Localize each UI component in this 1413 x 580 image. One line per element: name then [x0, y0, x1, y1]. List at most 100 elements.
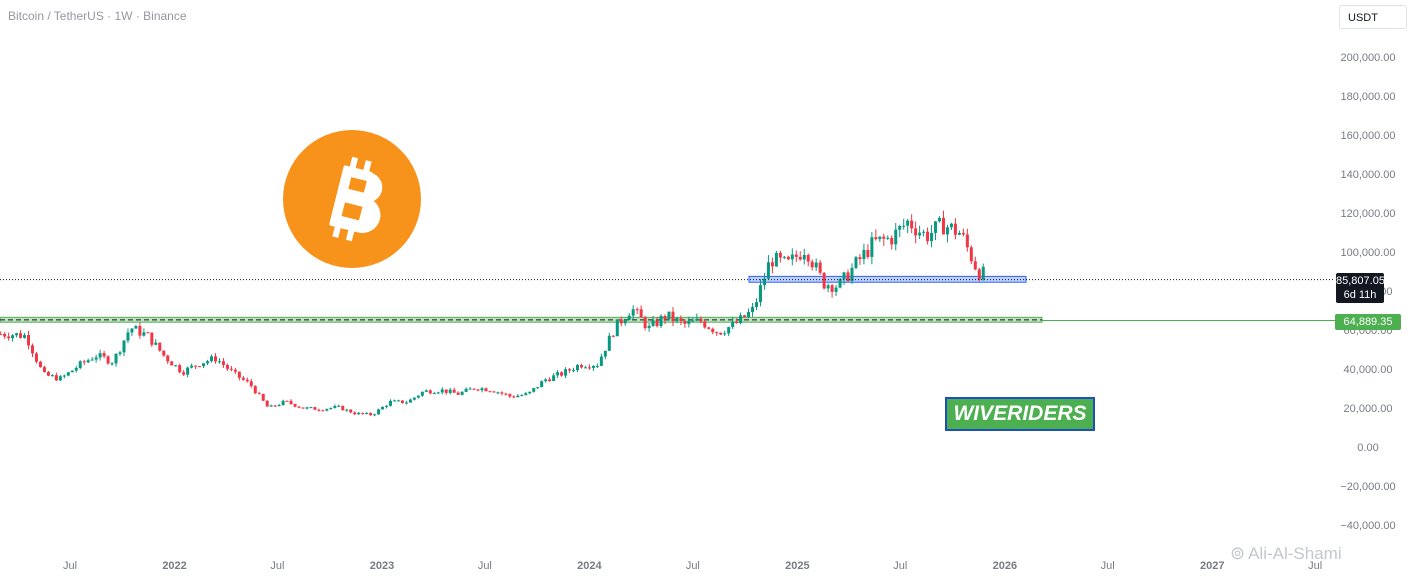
candle-body — [743, 315, 747, 318]
candle-body — [225, 365, 229, 369]
candle-body — [667, 311, 671, 320]
candle-body — [786, 256, 790, 260]
candle-body — [973, 261, 977, 270]
candle-body — [619, 319, 623, 324]
candle-body — [492, 391, 496, 393]
symbol-title[interactable]: Bitcoin / TetherUS · 1W · Binance — [8, 9, 187, 23]
candle-body — [599, 356, 603, 366]
x-tick-label: Jul — [1308, 560, 1322, 572]
candle-body — [162, 350, 166, 356]
candle-body — [194, 365, 198, 367]
candle-body — [969, 247, 973, 262]
candle-body — [98, 353, 102, 358]
candle-body — [707, 327, 711, 329]
candle-body — [587, 367, 591, 369]
y-tick-label: −40,000.00 — [1340, 520, 1395, 532]
candle-body — [822, 272, 826, 289]
candle-body — [814, 262, 818, 268]
candle-body — [910, 220, 914, 229]
candle-body — [253, 386, 257, 394]
candle-body — [325, 408, 329, 411]
candle-body — [977, 269, 981, 280]
candle-body — [333, 406, 337, 408]
candle-body — [806, 254, 810, 262]
candle-body — [436, 392, 440, 394]
candle-body — [965, 234, 969, 248]
candle-body — [337, 405, 341, 407]
candle-body — [691, 320, 695, 322]
candle-body — [273, 405, 277, 407]
candle-body — [572, 370, 576, 372]
candle-body — [552, 375, 556, 381]
candle-body — [930, 232, 934, 242]
candle-body — [957, 232, 961, 235]
candle-body — [639, 309, 643, 318]
candle-body — [190, 365, 194, 368]
candle-body — [249, 381, 253, 387]
candle-body — [830, 285, 834, 292]
candle-body — [778, 252, 782, 258]
candle-body — [412, 397, 416, 400]
candle-body — [90, 359, 94, 361]
candle-body — [213, 356, 217, 362]
watermark: ⊚ Ali-Al-Shami — [1230, 543, 1342, 564]
candle-body — [846, 272, 850, 282]
candle-body — [540, 381, 544, 388]
candle-body — [404, 402, 408, 404]
candle-body — [110, 363, 114, 365]
candle-body — [874, 237, 878, 240]
candle-body — [627, 315, 631, 320]
candle-body — [460, 391, 464, 395]
candle-body — [906, 220, 910, 226]
candle-body — [206, 361, 210, 364]
candle-body — [683, 320, 687, 324]
current-price-tag: 85,807.05 6d 11h — [1336, 273, 1385, 303]
candle-body — [878, 236, 882, 240]
candle-body — [361, 412, 365, 414]
candle-body — [583, 367, 587, 369]
y-tick-label: 20,000.00 — [1344, 403, 1393, 415]
candle-body — [0, 333, 3, 335]
candle-body — [381, 406, 385, 410]
candle-body — [385, 405, 389, 407]
candle-body — [711, 328, 715, 333]
candle-body — [679, 318, 683, 321]
candle-body — [353, 412, 357, 415]
candle-body — [400, 400, 404, 403]
candle-body — [408, 399, 412, 403]
currency-selector[interactable]: USDT — [1339, 5, 1407, 29]
candle-body — [508, 394, 512, 397]
candle-body — [420, 391, 424, 396]
candle-body — [918, 232, 922, 236]
candle-body — [834, 287, 838, 292]
candle-body — [643, 317, 647, 329]
candle-body — [396, 400, 400, 402]
candle-body — [842, 272, 846, 280]
candle-body — [3, 333, 7, 337]
candle-body — [866, 249, 870, 257]
candle-body — [739, 315, 743, 324]
candle-body — [265, 400, 269, 407]
candle-body — [416, 395, 420, 398]
candle-body — [536, 387, 540, 389]
candle-body — [305, 407, 309, 409]
candle-body — [70, 370, 74, 373]
candle-body — [432, 393, 436, 395]
candle-body — [464, 388, 468, 392]
candle-body — [794, 254, 798, 257]
candle-body — [854, 257, 858, 268]
candle-body — [755, 302, 759, 308]
candle-body — [615, 319, 619, 337]
candle-body — [130, 328, 134, 333]
candle-body — [269, 405, 273, 407]
candle-body — [890, 237, 894, 245]
candle-body — [579, 365, 583, 368]
candle-body — [850, 267, 854, 282]
candle-body — [389, 400, 393, 406]
candle-body — [285, 400, 289, 402]
candle-body — [237, 371, 241, 378]
candle-body — [42, 367, 46, 372]
zones-layer — [0, 275, 1043, 323]
candle-body — [949, 223, 953, 228]
